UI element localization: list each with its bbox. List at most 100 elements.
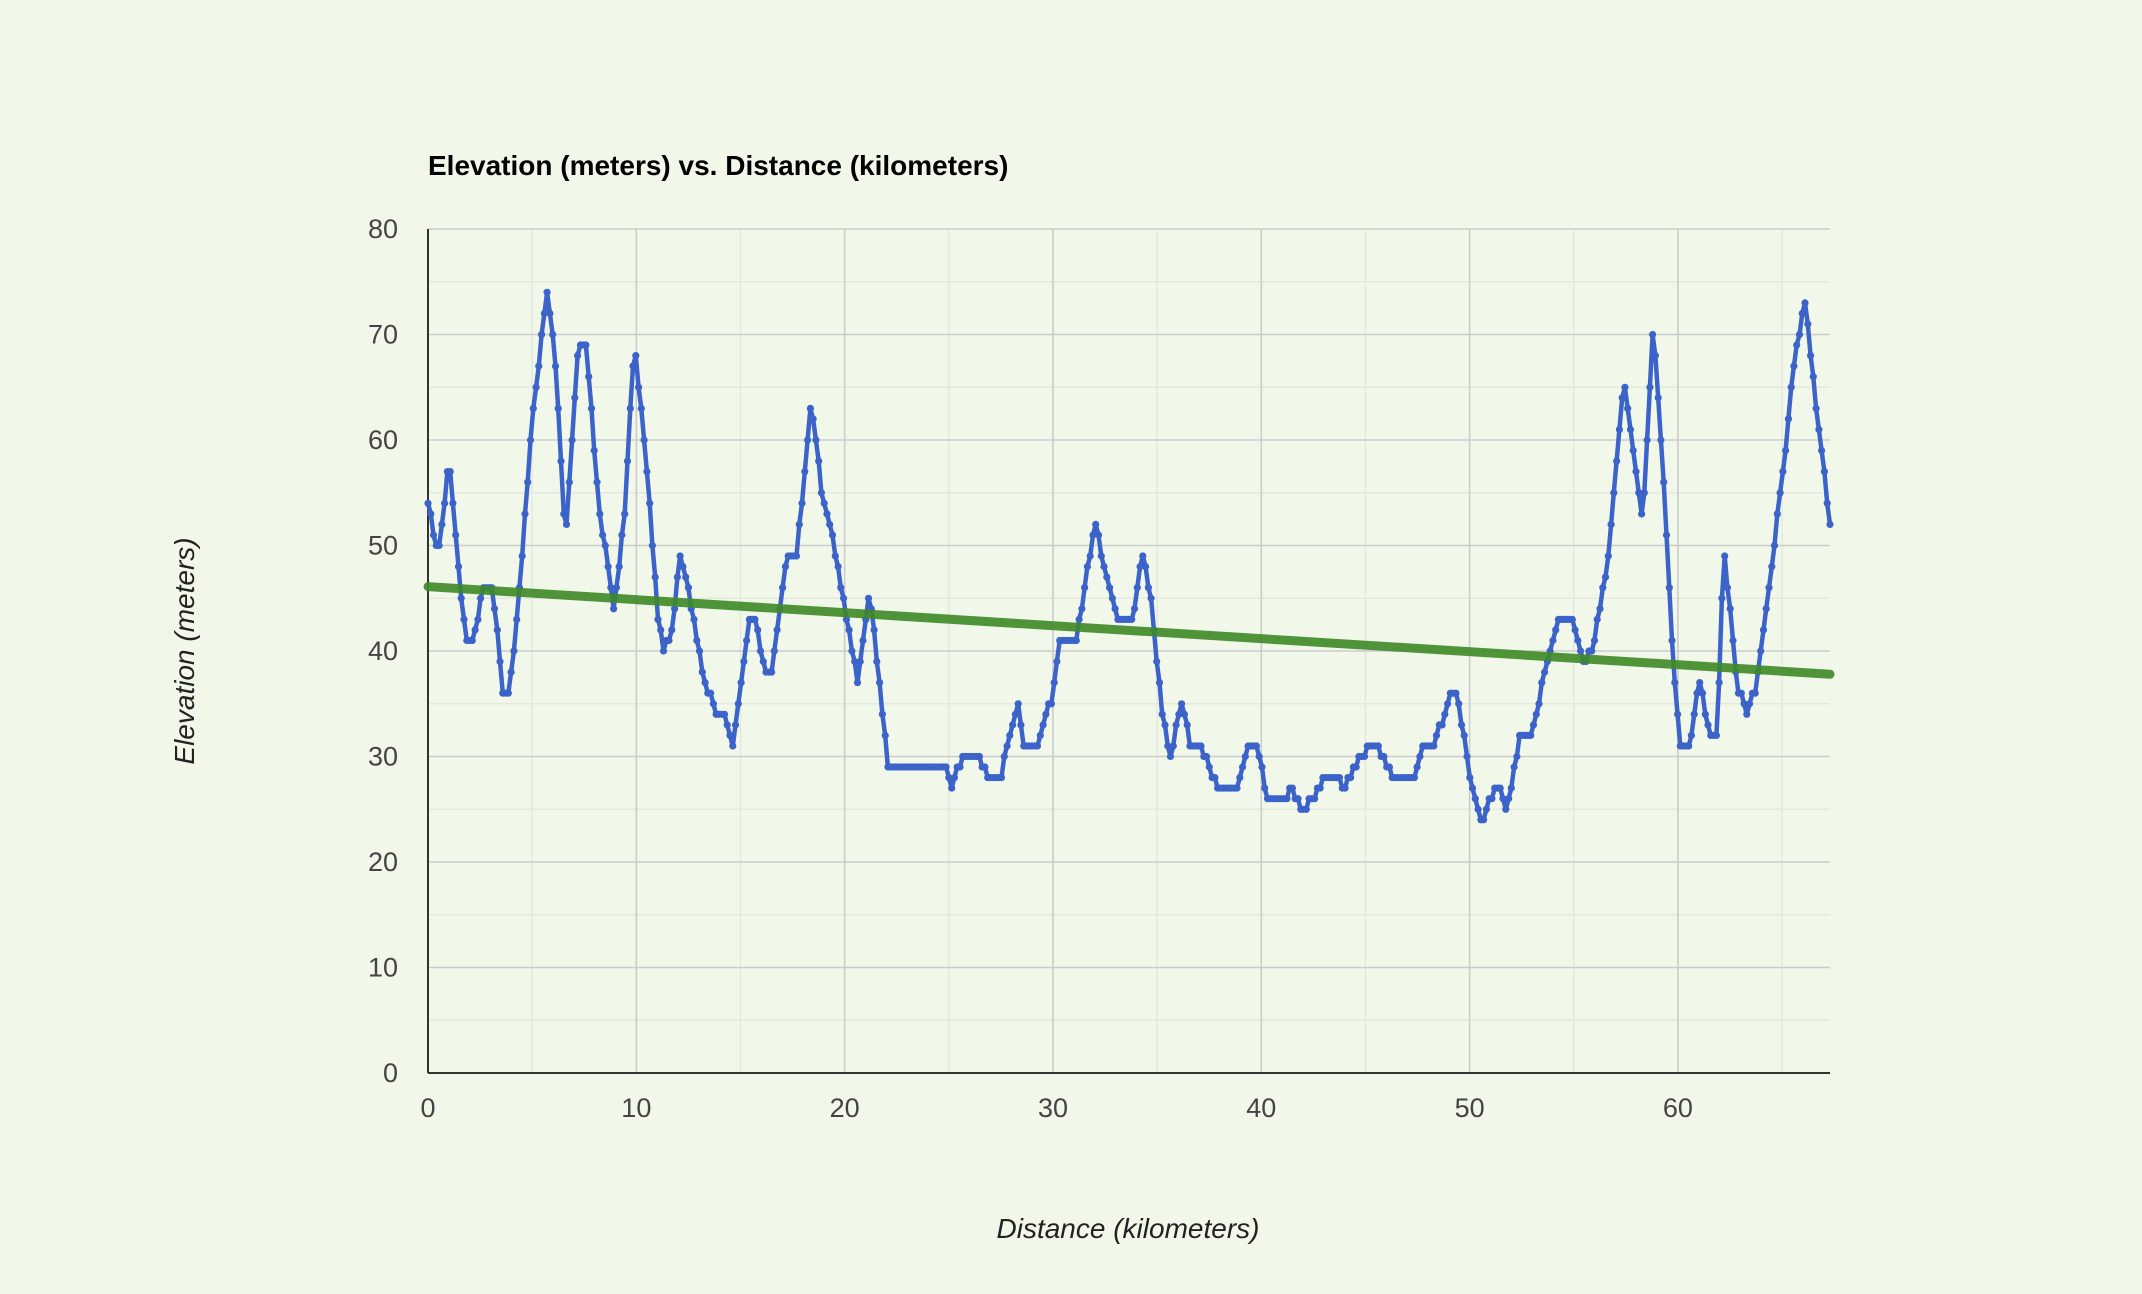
- elevation-point: [1081, 584, 1089, 592]
- elevation-point: [1801, 299, 1809, 307]
- elevation-point: [1638, 510, 1646, 518]
- y-axis-title: Elevation (meters): [169, 537, 200, 764]
- elevation-point: [1166, 752, 1175, 761]
- y-tick-label: 50: [368, 531, 398, 561]
- elevation-point: [1513, 752, 1521, 761]
- y-tick-label: 20: [368, 847, 398, 877]
- elevation-point: [956, 763, 964, 771]
- elevation-point: [1466, 774, 1474, 782]
- elevation-point: [1078, 605, 1086, 613]
- elevation-point: [1768, 563, 1776, 571]
- elevation-point: [845, 626, 853, 634]
- elevation-point: [474, 615, 482, 624]
- elevation-point: [651, 573, 659, 581]
- elevation-point: [1718, 594, 1726, 602]
- x-axis-title: Distance (kilometers): [997, 1213, 1260, 1244]
- elevation-point: [1809, 373, 1817, 381]
- elevation-point: [731, 721, 740, 729]
- elevation-point: [1203, 752, 1211, 761]
- elevation-point: [612, 584, 621, 592]
- elevation-point: [1721, 552, 1729, 560]
- elevation-point: [604, 563, 612, 571]
- elevation-point: [1601, 573, 1610, 581]
- elevation-point: [543, 288, 551, 296]
- x-tick-label: 0: [420, 1093, 435, 1123]
- elevation-point: [582, 341, 590, 349]
- elevation-point: [1726, 605, 1734, 613]
- elevation-point: [1316, 784, 1324, 792]
- elevation-point: [493, 626, 501, 634]
- elevation-point: [1502, 805, 1510, 813]
- elevation-point: [1693, 689, 1701, 697]
- elevation-point: [435, 541, 443, 550]
- elevation-point: [1529, 721, 1538, 729]
- elevation-point: [1818, 446, 1826, 455]
- elevation-point: [1613, 457, 1621, 465]
- elevation-point: [1017, 721, 1025, 729]
- elevation-point: [834, 563, 842, 571]
- elevation-point: [596, 510, 604, 518]
- elevation-point: [629, 362, 637, 370]
- chart-title: Elevation (meters) vs. Distance (kilomet…: [428, 150, 1008, 181]
- elevation-point: [948, 784, 956, 792]
- elevation-point: [806, 404, 815, 412]
- elevation-point: [1097, 552, 1105, 560]
- elevation-point: [864, 594, 873, 602]
- elevation-point: [1158, 710, 1166, 718]
- elevation-point: [1762, 605, 1770, 613]
- elevation-point: [1823, 499, 1831, 507]
- elevation-point: [1770, 541, 1779, 550]
- elevation-point: [643, 468, 651, 476]
- elevation-point: [1662, 531, 1671, 539]
- elevation-point: [1629, 446, 1637, 455]
- elevation-point: [671, 605, 679, 613]
- elevation-point: [1643, 436, 1651, 444]
- elevation-point: [618, 531, 626, 539]
- elevation-point: [1438, 721, 1446, 729]
- elevation-point: [1172, 721, 1180, 729]
- elevation-point: [1108, 594, 1116, 602]
- elevation-point: [1671, 679, 1679, 687]
- elevation-point: [693, 636, 701, 645]
- elevation-point: [1646, 383, 1654, 391]
- elevation-point: [424, 499, 432, 507]
- elevation-point: [1552, 626, 1560, 634]
- elevation-point: [1211, 774, 1219, 782]
- elevation-point: [621, 510, 629, 518]
- elevation-point: [1452, 689, 1460, 697]
- elevation-point: [507, 668, 515, 676]
- elevation-point: [779, 584, 787, 592]
- elevation-point: [1011, 710, 1020, 718]
- elevation-point: [837, 584, 845, 592]
- elevation-point: [1347, 774, 1355, 782]
- elevation-point: [798, 499, 806, 507]
- elevation-point: [1111, 605, 1119, 613]
- elevation-point: [1410, 774, 1418, 782]
- elevation-point: [1757, 647, 1765, 655]
- elevation-point: [601, 541, 609, 550]
- elevation-point: [1164, 742, 1172, 750]
- elevation-point: [1033, 742, 1042, 750]
- elevation-point: [1610, 489, 1618, 497]
- elevation-point: [1239, 763, 1247, 771]
- elevation-point: [1180, 710, 1188, 718]
- elevation-point: [1496, 784, 1504, 792]
- elevation-point: [1607, 520, 1615, 529]
- elevation-point: [809, 415, 817, 423]
- elevation-point: [831, 552, 839, 560]
- elevation-point: [1599, 584, 1607, 592]
- x-axis-ticks: 0 10 20 30 40 50 60: [420, 1093, 1692, 1123]
- trendline: [423, 582, 1835, 679]
- elevation-point: [878, 710, 887, 718]
- elevation-point: [1593, 615, 1601, 624]
- elevation-point: [1527, 731, 1535, 740]
- elevation-point: [1621, 383, 1629, 391]
- elevation-point: [1712, 731, 1720, 740]
- elevation-point: [673, 573, 682, 581]
- elevation-point: [1003, 742, 1011, 750]
- elevation-point: [449, 499, 457, 507]
- elevation-point: [1538, 679, 1546, 687]
- elevation-point: [1294, 795, 1302, 803]
- elevation-point: [1759, 626, 1768, 634]
- elevation-point: [452, 531, 460, 539]
